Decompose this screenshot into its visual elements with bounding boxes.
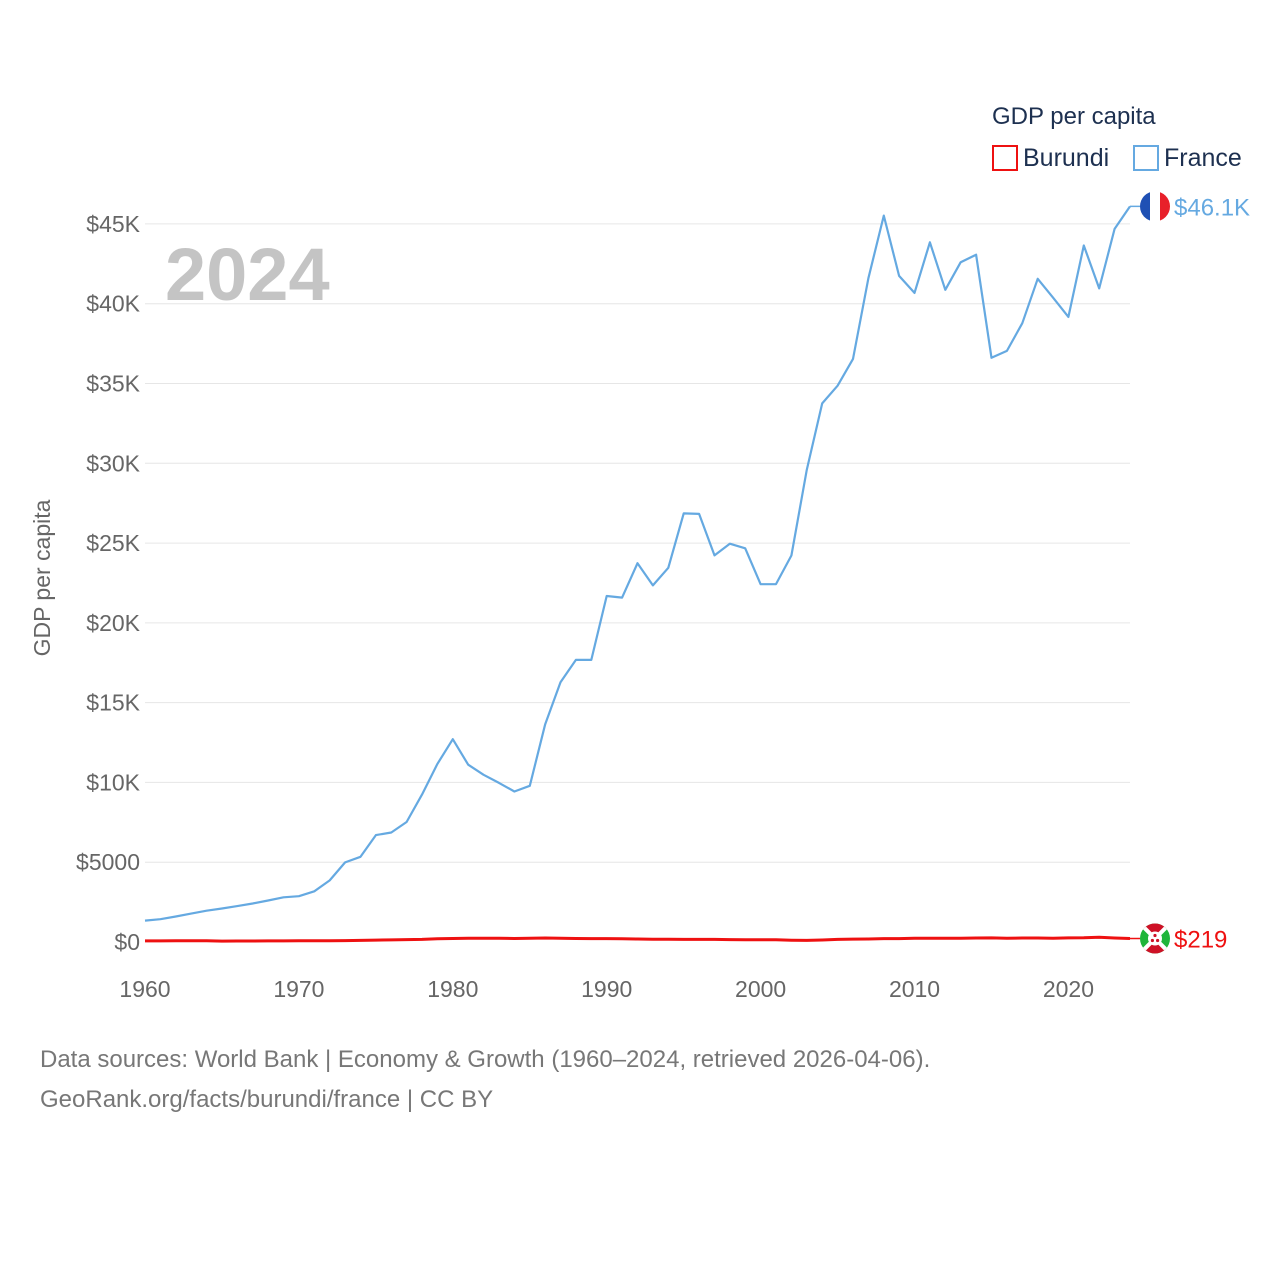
y-axis-ticks: $0 $5000 $10K $15K $20K $25K $30K $35K $40K $45K (76, 211, 141, 955)
current-year-label: 2024 (165, 233, 330, 316)
series-line-france[interactable] (144, 205, 1131, 922)
data-sources-text: Data sources: World Bank | Economy & Gro… (40, 1046, 931, 1073)
legend-title: GDP per capita (992, 103, 1156, 130)
y-tick-label: $15K (86, 690, 140, 716)
series-lines (144, 205, 1131, 943)
y-tick-label: $40K (86, 291, 140, 317)
y-tick-label: $30K (86, 450, 140, 476)
end-labels: $219 $46.1K (1130, 191, 1250, 954)
x-axis-ticks: 1960 1970 1980 1990 2000 2010 2020 (119, 976, 1094, 1002)
france-flag-icon (1140, 191, 1170, 222)
y-tick-label: $5000 (76, 849, 140, 875)
legend-swatch-france (1133, 145, 1159, 171)
x-tick-label: 1990 (581, 976, 632, 1002)
series-line-burundi[interactable] (145, 935, 1131, 943)
x-tick-label: 2010 (889, 976, 940, 1002)
legend-label-burundi: Burundi (1023, 144, 1109, 172)
y-tick-label: $45K (86, 211, 140, 237)
y-tick-label: $0 (114, 929, 140, 955)
x-tick-label: 1980 (427, 976, 478, 1002)
y-tick-label: $10K (86, 769, 140, 795)
y-axis-label: GDP per capita (29, 499, 55, 656)
legend-label-france: France (1164, 144, 1242, 172)
y-tick-label: $35K (86, 370, 140, 396)
x-tick-label: 2020 (1043, 976, 1094, 1002)
end-value-label-burundi: $219 (1174, 927, 1227, 954)
y-tick-label: $25K (86, 530, 140, 556)
x-tick-label: 2000 (735, 976, 786, 1002)
legend-item-burundi[interactable]: Burundi (992, 144, 1109, 172)
legend-swatch-burundi (992, 145, 1018, 171)
burundi-flag-icon (1140, 923, 1170, 954)
footer: Data sources: World Bank | Economy & Gro… (40, 1040, 930, 1120)
y-tick-label: $20K (86, 610, 140, 636)
legend-item-france[interactable]: France (1133, 144, 1242, 172)
x-tick-label: 1970 (273, 976, 324, 1002)
end-value-label-france: $46.1K (1174, 194, 1250, 221)
gdp-line-chart: 2024 $0 $5000 $10K $15K $20K $25K $30K $35K $40K… (29, 103, 1250, 1002)
attribution-text: GeoRank.org/facts/burundi/france | CC BY (40, 1086, 494, 1113)
legend: GDP per capita Burundi France (992, 103, 1242, 172)
grid-lines (145, 223, 1130, 863)
x-tick-label: 1960 (119, 976, 170, 1002)
